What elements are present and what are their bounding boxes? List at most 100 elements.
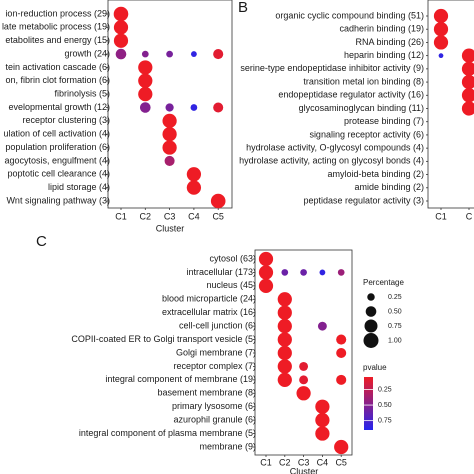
y-tick-label: heparin binding (12) (344, 50, 424, 60)
dot (281, 269, 289, 276)
x-tick-label: C (466, 211, 473, 221)
y-tick-label: agocytosis, engulfment (4) (4, 155, 110, 165)
x-tick-label: C1 (435, 211, 447, 221)
dot (296, 386, 311, 401)
x-tick-label: C3 (298, 457, 310, 467)
dot (138, 87, 153, 102)
y-tick-label: receptor complex (7) (173, 361, 256, 371)
y-tick-label: intracellular (173) (186, 267, 256, 277)
y-tick-label: blood microparticle (24) (162, 294, 256, 304)
colorbar (364, 377, 373, 430)
dot (336, 347, 347, 359)
x-tick-label: C4 (188, 211, 200, 221)
dot (277, 332, 292, 347)
dot (433, 22, 449, 37)
y-tick-label: late metabolic process (19) (2, 22, 110, 32)
dot (139, 102, 151, 113)
legend-size-key (363, 333, 379, 348)
legend-size-key (367, 293, 375, 301)
dot (336, 374, 347, 385)
legend-label: 1.00 (388, 337, 402, 344)
y-tick-label: lipid storage (4) (48, 182, 110, 192)
y-tick-label: hydrolase activity, acting on glycosyl b… (239, 156, 424, 166)
dot (141, 50, 149, 58)
dot (186, 180, 202, 195)
y-tick-label: integral component of membrane (19) (105, 374, 256, 384)
x-tick-label: C5 (335, 457, 347, 467)
y-tick-label: protease binding (7) (344, 116, 424, 126)
dot (162, 113, 177, 128)
dot (461, 101, 474, 116)
y-tick-label: tein activation cascade (6) (5, 62, 110, 72)
y-tick-label: population proliferation (6) (5, 142, 110, 152)
y-tick-label: membrane (9) (199, 441, 256, 451)
dot (461, 48, 474, 63)
x-axis-title: Cluster (156, 223, 185, 233)
dot (138, 60, 153, 75)
y-tick-label: cell-cell junction (6) (179, 321, 256, 331)
dot (162, 127, 177, 142)
dot (315, 399, 330, 414)
dot (433, 35, 449, 50)
y-tick-label: cadherin binding (19) (339, 24, 424, 34)
y-tick-label: hydrolase activity, O-glycosyl compounds… (246, 143, 424, 153)
dot (115, 48, 127, 60)
y-tick-label: amide binding (2) (354, 182, 424, 192)
dot (315, 426, 330, 441)
y-tick-label: integral component of plasma membrane (5… (79, 428, 256, 438)
dot (438, 53, 444, 59)
y-tick-label: receptor clustering (3) (22, 115, 110, 125)
panel-frame (427, 0, 474, 209)
y-tick-label: ion-reduction process (29) (5, 8, 110, 18)
x-tick-label: C4 (317, 457, 329, 467)
y-tick-label: ulation of cell activation (4) (3, 129, 110, 139)
y-tick-label: primary lysosome (6) (172, 401, 256, 411)
legend-title: pvalue (363, 363, 387, 372)
legend-label: 0.50 (388, 308, 402, 315)
y-tick-label: nucleus (45) (206, 280, 256, 290)
legend-title: Percentage (363, 278, 404, 287)
x-tick-label: C2 (140, 211, 152, 221)
dot (138, 73, 153, 88)
legend-label: 0.75 (388, 323, 402, 330)
y-tick-label: extracellular matrix (16) (162, 307, 256, 317)
legend-size-key (364, 319, 378, 333)
dot (258, 278, 274, 293)
dot (113, 20, 129, 35)
dot (461, 61, 474, 76)
dot (300, 269, 307, 276)
legend-label: 0.50 (378, 402, 392, 409)
dot (210, 193, 226, 209)
y-tick-label: peptidase regulator activity (3) (303, 195, 424, 205)
dot (317, 321, 327, 331)
y-tick-label: on, fibrin clot formation (6) (5, 75, 110, 85)
legend-size-key (365, 306, 377, 317)
dot (277, 292, 292, 307)
y-tick-label: basement membrane (8) (157, 388, 256, 398)
dot (334, 439, 349, 455)
y-tick-label: glycosaminoglycan binding (11) (299, 103, 424, 113)
x-axis-title: Cluster (290, 466, 319, 474)
dot (166, 50, 173, 58)
dot (461, 74, 474, 90)
dot (299, 361, 309, 371)
y-tick-label: evelopmental growth (12) (8, 102, 110, 112)
x-tick-label: C2 (279, 457, 291, 467)
y-tick-label: organic cyclic compound binding (51) (275, 10, 424, 20)
dot (258, 265, 274, 280)
y-tick-label: azurophil granule (6) (173, 415, 256, 425)
dot (213, 102, 224, 113)
panel-label: B (238, 0, 248, 16)
y-tick-label: poptotic cell clearance (4) (7, 169, 110, 179)
dot (190, 104, 198, 111)
dot (164, 155, 175, 166)
dot (299, 375, 309, 385)
x-tick-label: C3 (164, 211, 176, 221)
dot (162, 140, 177, 155)
dot (113, 6, 129, 22)
y-tick-label: serine-type endopeptidase inhibitor acti… (240, 63, 424, 73)
dot (277, 319, 292, 334)
legend-label: 0.25 (388, 294, 402, 301)
legend-label: 0.25 (378, 386, 392, 393)
y-tick-label: transition metal ion binding (8) (303, 76, 424, 86)
